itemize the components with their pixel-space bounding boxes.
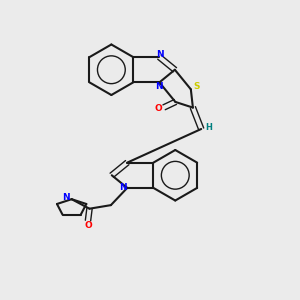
Text: S: S (193, 82, 200, 91)
Text: N: N (62, 193, 70, 202)
Text: O: O (155, 104, 163, 113)
Text: N: N (119, 183, 127, 192)
Text: H: H (205, 123, 212, 132)
Text: N: N (156, 50, 164, 58)
Text: N: N (155, 82, 163, 91)
Text: O: O (85, 221, 92, 230)
